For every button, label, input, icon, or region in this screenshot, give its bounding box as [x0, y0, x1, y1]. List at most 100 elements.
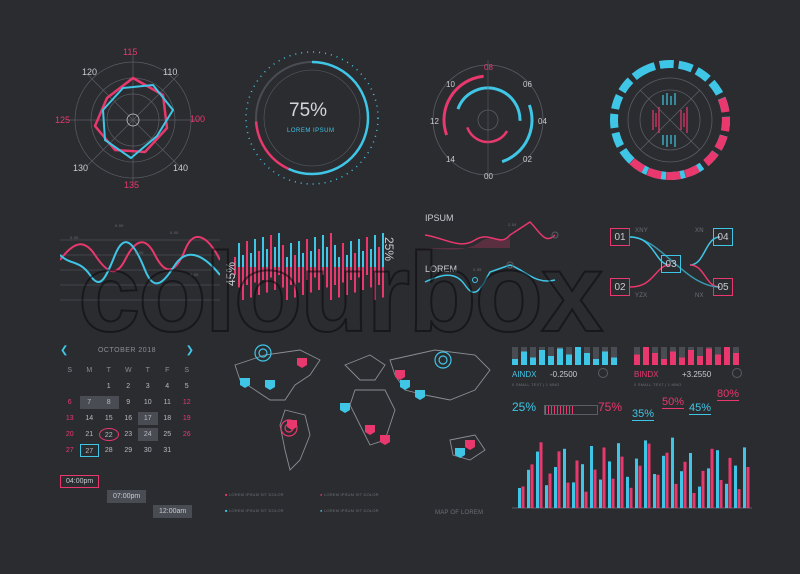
bar-up	[314, 237, 316, 267]
wave-marker: 0.00	[170, 230, 179, 235]
calendar-day[interactable]: 24	[138, 428, 158, 441]
group-bar	[611, 478, 615, 508]
calendar-day[interactable]: 26	[182, 431, 191, 438]
calendar-day[interactable]: 30	[143, 447, 152, 454]
calendar-day[interactable]: 1	[106, 383, 111, 390]
calendar-day[interactable]: 2	[126, 383, 131, 390]
calendar-day[interactable]: 21	[85, 431, 94, 438]
calendar-day[interactable]: 25	[163, 431, 172, 438]
calendar-day[interactable]: 11	[163, 399, 171, 406]
bar-down	[382, 267, 384, 298]
calendar-day[interactable]: 29	[124, 447, 133, 454]
group-bar	[725, 483, 728, 508]
group-bar	[710, 448, 714, 508]
calendar-day[interactable]: 15	[104, 415, 113, 422]
bar-down	[370, 267, 372, 288]
group-bar	[593, 469, 597, 508]
world-map-widget: MAP OF LOREM ■ LOREM IPSUM SIT DOLOR ■ L…	[225, 340, 505, 525]
progress-widget: 25% 75%	[512, 400, 622, 420]
calendar-next-icon[interactable]: ❯	[185, 345, 194, 356]
calendar-day[interactable]: 27	[65, 447, 74, 454]
time-chip[interactable]: 12:00am	[153, 505, 193, 518]
bar-down	[278, 267, 280, 275]
calendar-day[interactable]: 18	[163, 415, 172, 422]
flow-node-04[interactable]: 04	[713, 228, 733, 246]
bar-down	[258, 267, 260, 295]
radar-label-125: 125	[55, 115, 71, 125]
progress-fill	[545, 406, 574, 414]
group-bar	[692, 493, 696, 508]
calendar-day[interactable]: 4	[165, 383, 170, 390]
clock-label-08: 08	[484, 63, 493, 72]
calendar-day[interactable]: 28	[104, 447, 113, 454]
time-chip[interactable]: 07:00pm	[107, 490, 147, 503]
calendar-day[interactable]	[80, 380, 100, 393]
clock-label-02: 02	[523, 155, 532, 164]
bar-up	[298, 241, 300, 267]
calendar-day[interactable]: 6	[67, 399, 72, 406]
mini-bar	[697, 356, 703, 365]
map-caption: MAP OF LOREM	[435, 510, 484, 516]
mini-bar	[706, 348, 712, 365]
group-bar	[629, 487, 633, 508]
calendar-day[interactable]: 27	[79, 444, 99, 457]
bar-down	[350, 267, 352, 280]
group-bar	[653, 474, 656, 508]
calendar-day[interactable]: 14	[85, 415, 94, 422]
calendar-day[interactable]: 31	[163, 447, 172, 454]
flow-node-01[interactable]: 01	[610, 228, 630, 246]
segment-ring	[610, 59, 730, 180]
mini-bar-track	[679, 347, 685, 365]
calendar-day[interactable]: 9	[126, 399, 131, 406]
calendar-day[interactable]: 5	[184, 383, 189, 390]
group-bar	[521, 486, 525, 508]
bar-up	[246, 241, 248, 267]
group-bar	[719, 480, 723, 508]
bar-up	[274, 247, 276, 267]
bar-up	[262, 237, 264, 267]
time-chip[interactable]: 04:00pm	[60, 475, 100, 488]
flow-node-02[interactable]: 02	[610, 278, 630, 296]
index-widgets: AINDX -0.2500 0 SMALL TEXT | 1 MNO BINDX…	[512, 345, 752, 390]
clock-label-00: 00	[484, 172, 493, 181]
wave-marker: 0.00	[135, 250, 144, 255]
calendar-day[interactable]: 13	[65, 415, 74, 422]
clock-label-14: 14	[446, 155, 455, 164]
bar-up	[362, 251, 364, 267]
calendar-day[interactable]: 17	[138, 412, 158, 425]
bar-down	[318, 267, 320, 290]
bar-up	[286, 257, 288, 267]
radar-label-100: 100	[190, 114, 206, 124]
calendar-day[interactable]: 23	[124, 431, 133, 438]
mini-bar	[521, 351, 527, 365]
bar-up	[374, 235, 376, 267]
calendar-day[interactable]: 7	[79, 396, 99, 409]
mini-bar	[566, 354, 572, 365]
bar-up	[250, 253, 252, 267]
group-bar	[536, 451, 539, 508]
bar-up	[306, 239, 308, 267]
calendar-day[interactable]: 3	[145, 383, 150, 390]
bar-down	[354, 267, 356, 293]
gauge-widget: 75% LOREM IPSUM	[242, 48, 382, 188]
progress-track	[544, 405, 598, 415]
flow-node-03[interactable]: 03	[661, 255, 681, 273]
calendar-day[interactable]: 8	[99, 396, 119, 409]
group-bar	[674, 483, 678, 508]
mini-bar	[661, 359, 667, 365]
group-bar	[530, 464, 534, 508]
bar-up	[290, 243, 292, 267]
flow-node-05[interactable]: 05	[713, 278, 733, 296]
mini-bar	[530, 357, 536, 365]
mini-bar	[670, 351, 676, 365]
mini-bar	[593, 359, 599, 365]
calendar-day[interactable]: 12	[182, 399, 191, 406]
calendar-day[interactable]: 20	[65, 431, 74, 438]
line-tag: 2.54	[508, 222, 517, 227]
calendar-prev-icon[interactable]: ❮	[60, 345, 69, 356]
calendar-day[interactable]: 16	[124, 415, 133, 422]
calendar-day-selected[interactable]: 22	[99, 428, 119, 441]
calendar-day[interactable]: 10	[143, 399, 152, 406]
calendar-month: OCTOBER 2018	[97, 347, 156, 354]
calendar-day[interactable]: 19	[182, 415, 191, 422]
